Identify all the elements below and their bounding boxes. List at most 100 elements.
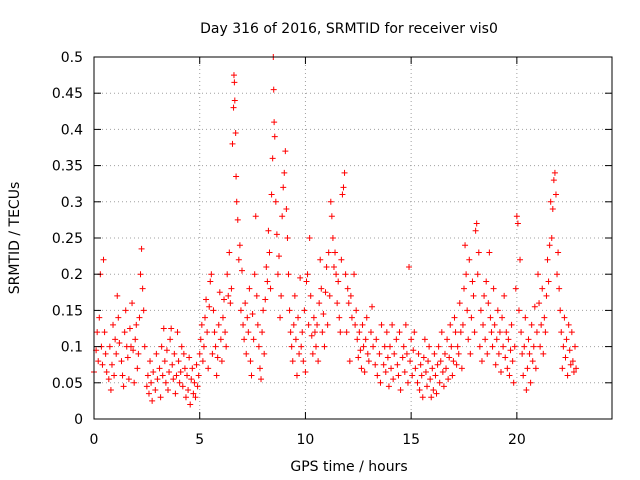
data-point [134,365,141,372]
data-point [502,354,509,361]
data-point [529,358,536,365]
data-point [364,350,371,357]
data-point [510,379,517,386]
data-point [319,329,326,336]
data-point [474,271,481,278]
data-point [337,329,344,336]
data-point [96,314,103,321]
data-point [206,303,213,310]
data-point [361,368,368,375]
data-point [135,350,142,357]
data-point [457,329,464,336]
data-point [172,390,179,397]
data-point [330,263,337,270]
data-point [508,321,515,328]
data-point [255,343,262,350]
data-point [391,350,398,357]
data-point [476,343,483,350]
data-point [318,285,325,292]
y-tick-label: 0.05 [52,376,83,392]
data-point [501,292,508,299]
data-point [430,387,437,394]
data-point [221,296,228,303]
data-point [199,358,206,365]
data-point [205,365,212,372]
data-point [241,336,248,343]
data-point [456,300,463,307]
data-point [198,321,205,328]
data-point [395,372,402,379]
data-point [415,350,422,357]
data-point [168,325,175,332]
data-point [418,372,425,379]
data-point [421,336,428,343]
data-point [273,231,280,238]
y-axis-label: SRMTID / TECUs [7,182,23,295]
data-point [408,336,415,343]
data-point [455,350,462,357]
data-point [95,358,102,365]
data-point [383,329,390,336]
data-point [119,372,126,379]
data-point [490,285,497,292]
data-point [162,379,169,386]
data-point [538,321,545,328]
data-point [488,329,495,336]
data-point [403,350,410,357]
data-point [302,368,309,375]
data-point [481,292,488,299]
data-point [282,148,289,155]
data-point [362,336,369,343]
data-point [546,242,553,249]
data-point [235,256,242,263]
data-point [387,343,393,350]
data-point [202,314,208,321]
data-point [105,376,112,383]
data-point [167,336,174,343]
data-point [293,372,300,379]
data-point [552,191,559,198]
data-point [449,372,456,379]
data-point [148,379,155,386]
data-point [524,365,531,372]
data-point [376,350,383,357]
data-point [472,227,479,234]
data-point [431,350,438,357]
data-point [523,387,530,394]
data-point [264,278,271,285]
data-point [139,285,146,292]
data-point [452,329,459,336]
data-point [441,350,448,357]
data-point [313,343,319,350]
data-point [565,321,572,328]
data-point [152,387,159,394]
data-point [378,321,385,328]
data-point [394,361,401,368]
data-point [512,285,519,292]
data-point [461,285,467,292]
data-point [527,379,534,386]
data-point [424,383,430,390]
data-point [334,300,341,307]
data-point [396,329,403,336]
data-point [475,249,482,256]
data-point [438,329,445,336]
x-tick-label: 0 [90,432,99,448]
data-point [322,289,329,296]
data-point [203,296,210,303]
data-point [433,390,440,397]
x-tick-label: 10 [297,432,315,448]
data-point [556,285,563,292]
data-point [509,358,516,365]
data-point [99,361,106,368]
y-tick-label: 0.2 [61,267,83,283]
data-point [459,321,466,328]
data-point [267,285,274,292]
data-point [233,173,240,180]
data-point [505,336,512,343]
data-point [539,285,546,292]
data-point [171,350,178,357]
data-point [120,383,127,390]
data-point [336,314,343,321]
